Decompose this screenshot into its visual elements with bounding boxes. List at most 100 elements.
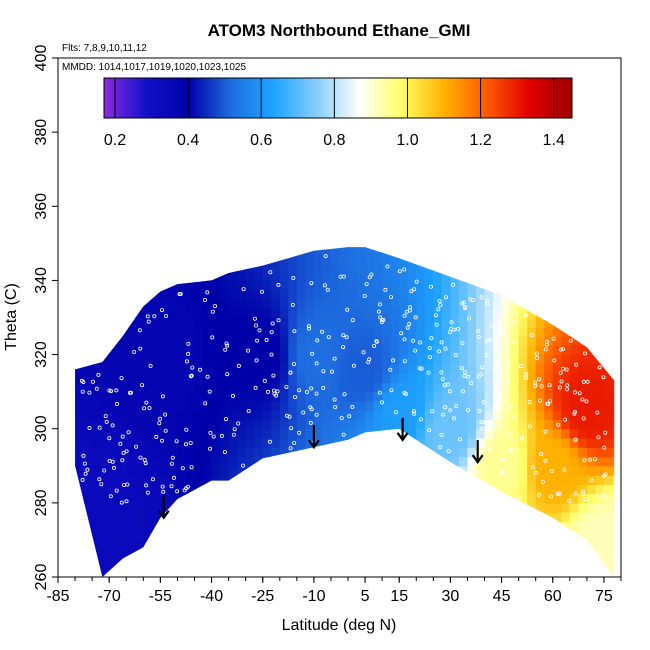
heatmap-cell xyxy=(586,549,596,560)
heatmap-cell xyxy=(203,465,213,476)
heatmap-cell xyxy=(83,400,93,411)
heatmap-cell xyxy=(117,373,127,383)
heatmap-cell xyxy=(339,363,349,374)
heatmap-cell xyxy=(262,336,272,346)
heatmap-cell xyxy=(569,373,579,383)
sample-point xyxy=(275,389,280,394)
heatmap-cell xyxy=(160,391,170,402)
heatmap-cell xyxy=(544,558,554,569)
heatmap-cell xyxy=(544,493,554,504)
heatmap-cell xyxy=(373,261,383,272)
heatmap-cell xyxy=(75,382,85,393)
heatmap-cell xyxy=(501,345,511,356)
sample-point xyxy=(246,408,251,413)
heatmap-cell xyxy=(561,373,571,383)
sample-point xyxy=(460,341,465,346)
heatmap-cell xyxy=(220,373,230,383)
heatmap-cell xyxy=(424,400,434,411)
heatmap-cell xyxy=(586,382,596,393)
sample-point xyxy=(236,421,241,426)
heatmap-cell xyxy=(331,447,341,458)
heatmap-cell xyxy=(458,419,468,430)
heatmap-cell xyxy=(100,261,110,272)
heatmap-cell xyxy=(458,438,468,448)
heatmap-cell xyxy=(134,567,144,577)
heatmap-cell xyxy=(117,539,127,550)
heatmap-cell xyxy=(373,456,383,467)
heatmap-cell xyxy=(586,512,596,522)
heatmap-cell xyxy=(245,247,255,254)
heatmap-cell xyxy=(493,345,503,356)
heatmap-cell xyxy=(220,225,229,235)
heatmap-cell xyxy=(143,484,153,495)
heatmap-cell xyxy=(493,447,503,458)
heatmap-cell xyxy=(467,382,477,393)
heatmap-cell xyxy=(75,502,76,513)
heatmap-cell xyxy=(365,299,375,309)
heatmap-cell xyxy=(373,447,383,458)
heatmap-cell xyxy=(305,465,315,476)
sample-point xyxy=(507,432,512,437)
heatmap-cell xyxy=(203,252,213,263)
heatmap-cell xyxy=(586,345,596,356)
sample-point xyxy=(556,422,561,427)
heatmap-cell xyxy=(109,549,119,560)
heatmap-cell xyxy=(245,391,255,402)
heatmap-cell xyxy=(279,336,289,346)
heatmap-cell xyxy=(433,271,443,282)
heatmap-cell xyxy=(296,549,306,560)
heatmap-cell xyxy=(476,549,486,560)
sample-point xyxy=(468,297,473,302)
sample-point xyxy=(374,339,379,344)
heatmap-cell xyxy=(433,225,442,235)
heatmap-cell xyxy=(126,373,136,383)
heatmap-cell xyxy=(544,549,554,560)
heatmap-cell xyxy=(450,493,460,504)
heatmap-cell xyxy=(83,271,93,282)
heatmap-cell xyxy=(211,539,221,550)
heatmap-cell xyxy=(458,428,468,439)
heatmap-cell xyxy=(518,345,528,356)
heatmap-cell xyxy=(177,493,187,504)
heatmap-cell xyxy=(168,502,178,513)
heatmap-cell xyxy=(365,336,375,346)
heatmap-cell xyxy=(450,363,460,374)
heatmap-cell xyxy=(552,354,562,365)
heatmap-cell xyxy=(168,289,178,300)
heatmap-cell xyxy=(203,326,213,337)
heatmap-cell xyxy=(527,317,537,328)
heatmap-cell xyxy=(237,521,247,532)
heatmap-cell xyxy=(331,465,341,476)
heatmap-cell xyxy=(314,234,323,244)
heatmap-cell xyxy=(305,410,315,421)
heatmap-cell xyxy=(305,271,315,282)
heatmap-cell xyxy=(382,391,392,402)
heatmap-cell xyxy=(613,225,622,235)
heatmap-cell xyxy=(535,410,545,421)
sample-point xyxy=(124,449,129,454)
heatmap-cell xyxy=(83,308,93,319)
heatmap-cell xyxy=(331,410,341,421)
heatmap-cell xyxy=(441,410,451,421)
heatmap-cell xyxy=(424,438,434,448)
heatmap-cell xyxy=(313,521,323,532)
heatmap-cell xyxy=(288,225,297,235)
heatmap-cell xyxy=(467,484,477,495)
heatmap-cell xyxy=(160,419,170,430)
heatmap-cell xyxy=(92,299,102,309)
heatmap-cell xyxy=(416,391,426,402)
heatmap-cell xyxy=(83,493,93,504)
heatmap-cell xyxy=(92,391,102,402)
heatmap-cell xyxy=(228,502,238,513)
heatmap-cell xyxy=(279,475,289,485)
sample-point xyxy=(500,332,505,337)
heatmap-cell xyxy=(424,252,434,263)
heatmap-cell xyxy=(58,531,67,541)
heatmap-cell xyxy=(228,363,238,374)
heatmap-cell xyxy=(288,247,298,254)
heatmap-cell xyxy=(374,234,383,244)
sample-point xyxy=(188,440,193,445)
heatmap-cell xyxy=(586,530,596,541)
heatmap-cell xyxy=(296,558,306,569)
heatmap-cell xyxy=(518,317,528,328)
